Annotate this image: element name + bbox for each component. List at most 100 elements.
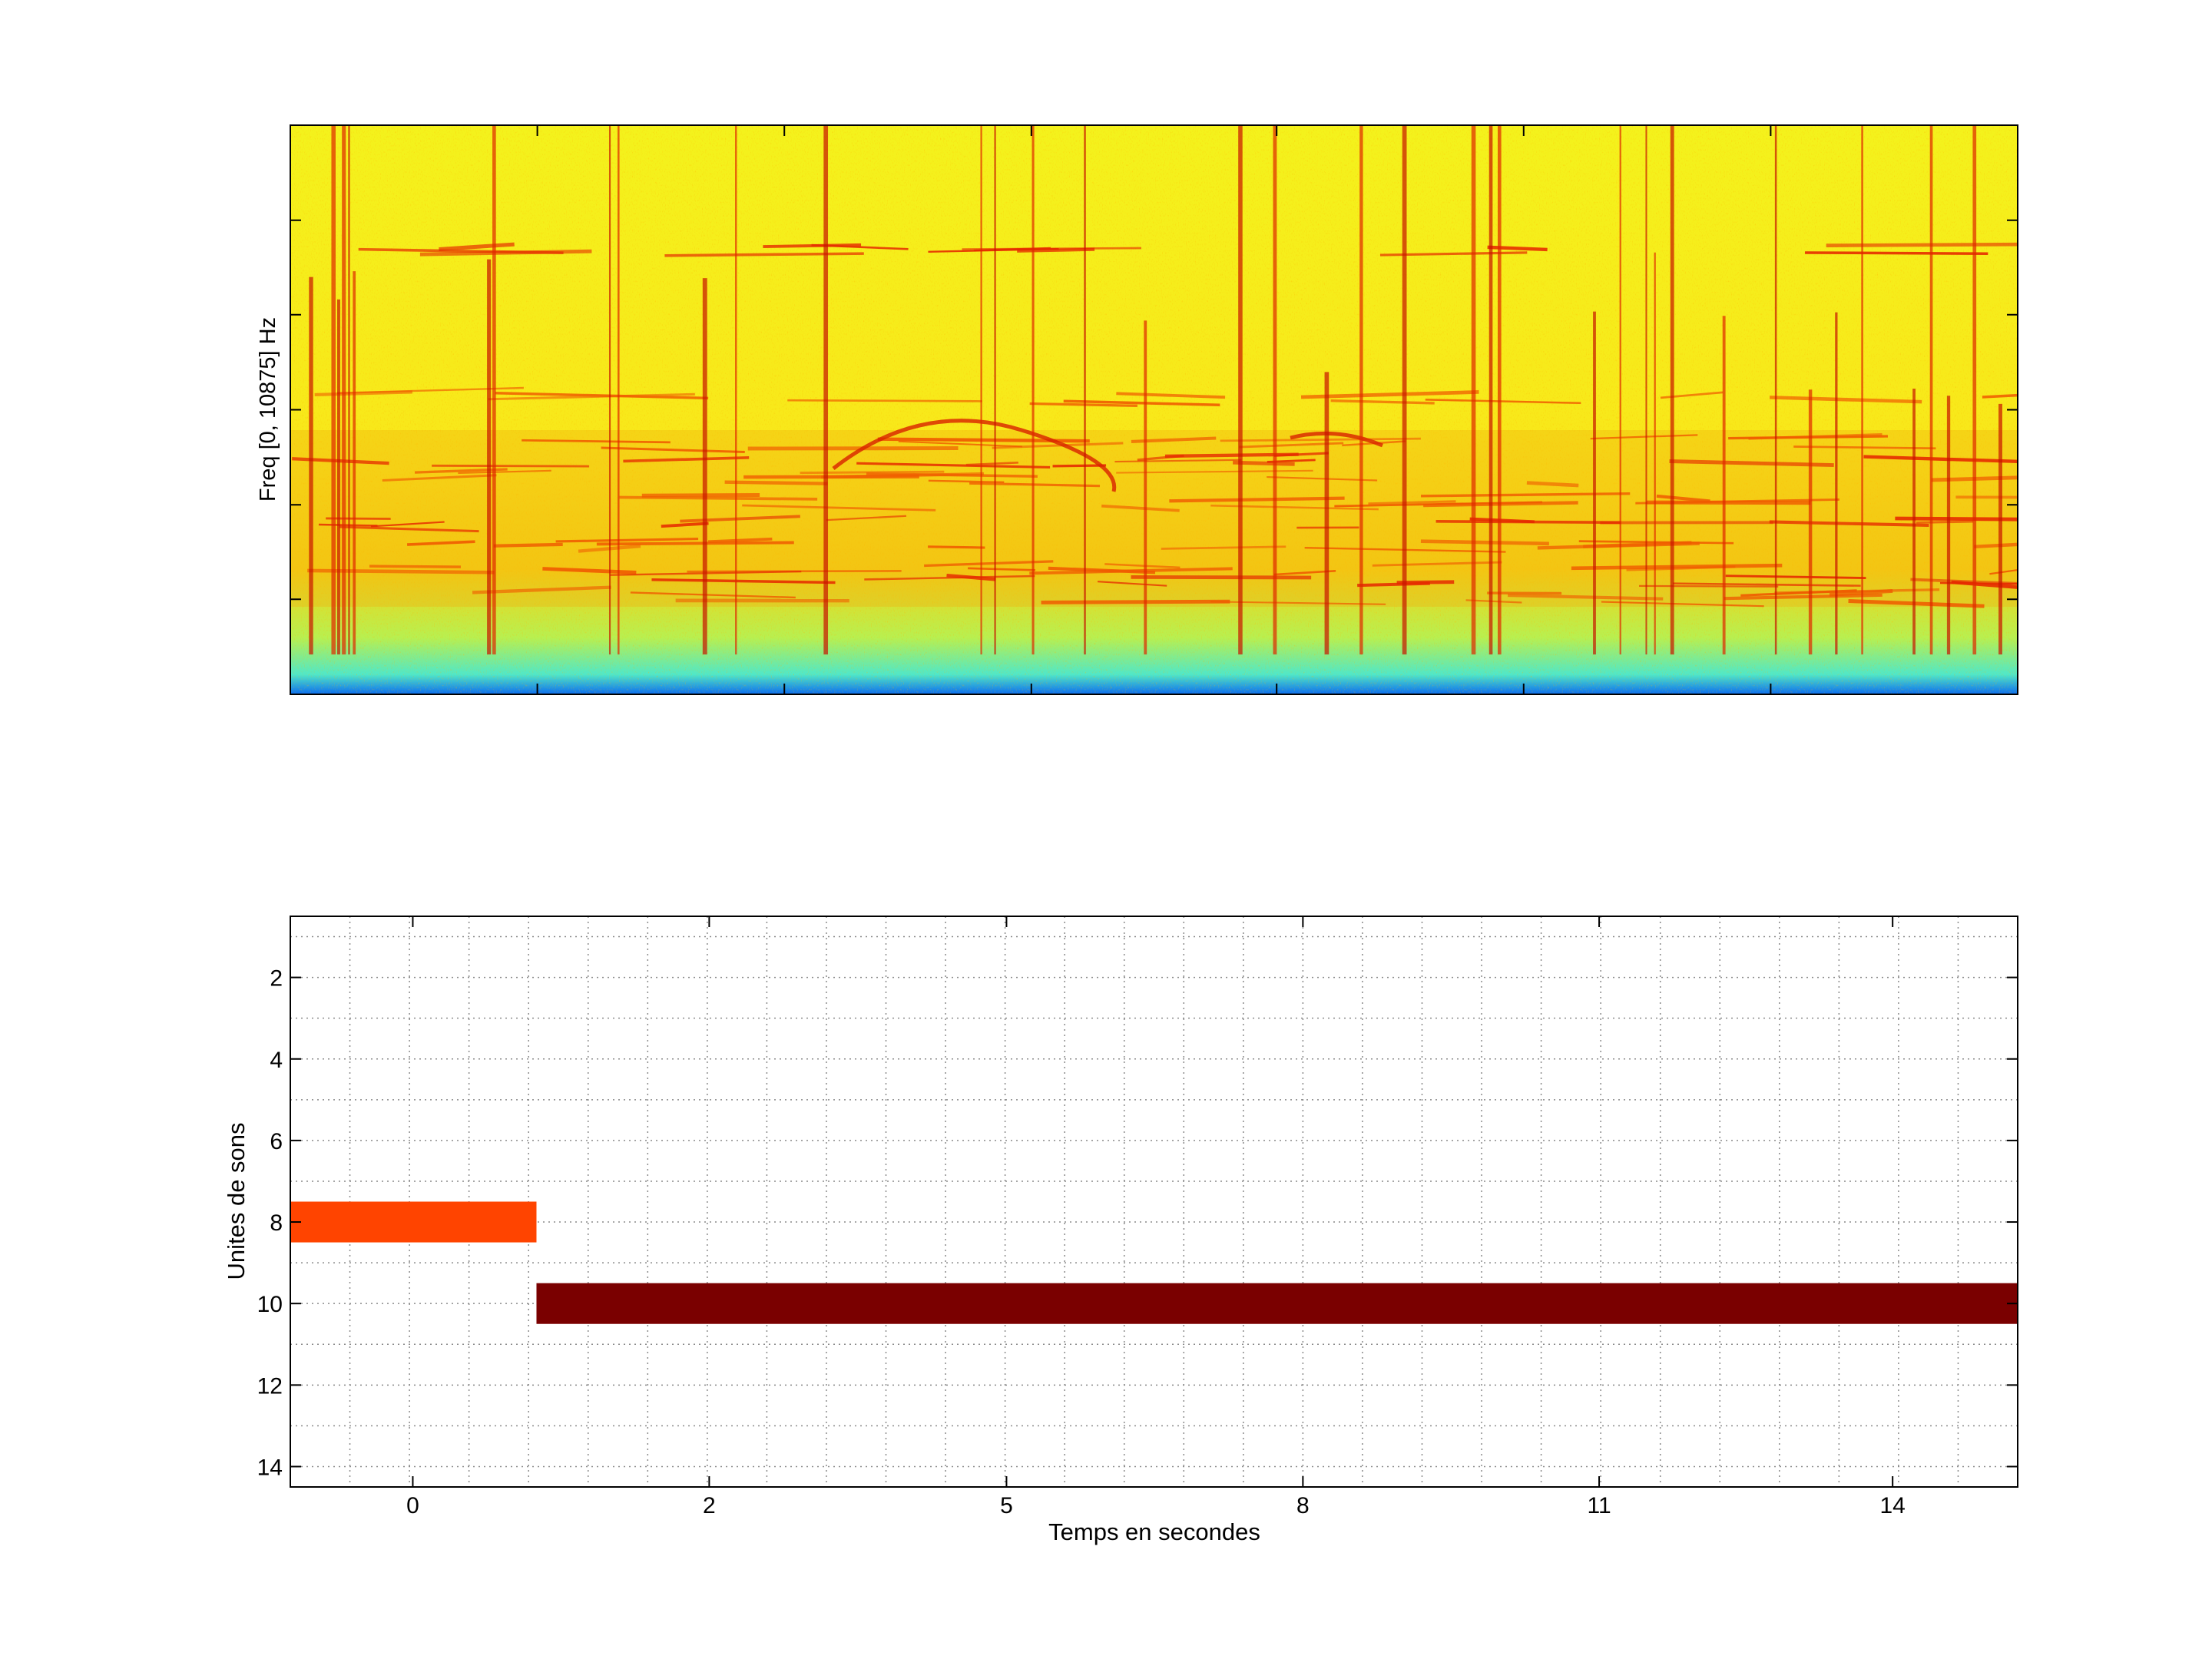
segment-y-tick-label: 2 — [270, 966, 283, 992]
spectrogram-harmonic-streak — [1372, 561, 1502, 567]
spectrogram-harmonic-streak — [596, 541, 794, 546]
spectrogram-harmonic-streak — [969, 482, 1101, 488]
spectrogram-harmonic-streak — [968, 567, 1035, 571]
spectrogram-harmonic-streak — [661, 522, 709, 528]
segment-frame — [290, 916, 2018, 1488]
spectrogram-harmonic-streak — [1578, 540, 1734, 545]
spectrogram-harmonic-streak — [1029, 567, 1233, 575]
segment-x-axis-label: Temps en secondes — [1048, 1518, 1260, 1545]
segment-tick-labels: 2 4 6 8 10 12 14 0 2 5 8 11 14 — [257, 966, 1906, 1518]
spectrogram-harmonic-streak — [1330, 399, 1435, 405]
spectrogram-harmonic-streak — [555, 538, 699, 543]
segment-x-tick-label: 8 — [1296, 1493, 1310, 1518]
spectrogram-harmonic-streak — [1895, 516, 2018, 522]
spectrogram-harmonic-streak — [370, 521, 445, 528]
spectrogram-harmonic-streak — [962, 247, 1141, 250]
spectrogram-harmonic-streak — [382, 474, 497, 482]
spectrogram-energy-marks — [292, 125, 2018, 655]
spectrogram-harmonic-streak — [1526, 481, 1579, 488]
spectrogram-harmonic-streak — [458, 469, 551, 475]
spectrogram-harmonic-streak — [1769, 396, 1922, 404]
spectrogram-harmonic-streak — [1029, 402, 1137, 407]
spectrogram-harmonic-streak — [898, 440, 1022, 448]
spectrogram-harmonic-streak — [1769, 520, 1929, 527]
segment-x-tick-label: 2 — [703, 1493, 716, 1518]
spectrogram-harmonic-streak — [651, 578, 836, 584]
spectrogram-harmonic-streak — [924, 560, 1054, 568]
segment-chart-panel: 2 4 6 8 10 12 14 0 2 5 8 11 14 Temps en secondes Uni… — [223, 916, 2018, 1545]
spectrogram-harmonic-streak — [1639, 584, 1779, 588]
spectrogram-harmonic-streak — [1131, 575, 1312, 580]
spectrogram-harmonic-streak — [826, 515, 907, 522]
spectrogram-harmonic-streak — [1161, 545, 1286, 550]
spectrogram-y-axis-label: Freq [0, 10875] Hz — [256, 317, 280, 502]
segment-x-tick-label: 5 — [1000, 1493, 1013, 1518]
spectrogram-harmonic-streak — [1724, 593, 1883, 601]
spectrogram-harmonic-streak — [1052, 464, 1107, 468]
spectrogram-harmonic-streak — [1300, 390, 1479, 399]
spectrogram-harmonic-streak — [707, 537, 773, 544]
spectrogram-harmonic-streak — [680, 515, 800, 523]
spectrogram-harmonic-streak — [406, 540, 475, 546]
spectrogram-harmonic-streak — [965, 462, 1018, 466]
spectrogram-harmonic-streak — [641, 493, 760, 498]
segment-ticks — [290, 916, 2018, 1487]
segment-y-tick-label: 4 — [270, 1048, 283, 1073]
spectrogram-harmonic-streak — [630, 591, 796, 599]
spectrogram-harmonic-streak — [619, 495, 818, 501]
spectrogram-harmonic-streak — [1974, 542, 2018, 548]
spectrogram-harmonic-streak — [787, 399, 982, 402]
spectrogram-harmonic-streak — [1357, 581, 1430, 588]
spectrogram-harmonic-streak — [1571, 563, 1783, 571]
spectrogram-harmonic-streak — [314, 390, 413, 397]
spectrogram-harmonic-streak — [1104, 563, 1181, 569]
spectrogram-harmonic-streak — [856, 462, 1051, 469]
spectrogram-formant-curve — [1290, 431, 1383, 448]
spectrogram-harmonic-streak — [1916, 520, 1974, 524]
spectrogram-harmonic-streak — [439, 242, 515, 252]
spectrogram-harmonic-streak — [742, 504, 936, 512]
spectrogram-harmonic-streak — [292, 457, 389, 465]
spectrogram-harmonic-streak — [1116, 392, 1226, 399]
spectrogram-harmonic-streak — [542, 567, 637, 575]
spectrogram-harmonic-streak — [1863, 455, 2018, 464]
spectrogram-harmonic-streak — [992, 442, 1124, 449]
spectrogram-formant-curve — [832, 419, 1117, 492]
segment-y-tick-label: 10 — [257, 1292, 283, 1317]
spectrogram-harmonic-streak — [419, 249, 592, 257]
spectrogram-harmonic-streak — [1748, 433, 1883, 440]
spectrogram-harmonic-streak — [1101, 504, 1180, 512]
segment-y-tick-label: 8 — [270, 1210, 283, 1236]
spectrogram-harmonic-streak — [522, 439, 671, 444]
segment-x-tick-label: 11 — [1587, 1493, 1611, 1518]
spectrogram-panel: Freq [0, 10875] Hz — [256, 124, 2018, 695]
spectrogram-harmonic-streak — [493, 542, 563, 548]
segment-bar-unit-10 — [536, 1283, 2018, 1324]
segment-y-tick-label: 12 — [257, 1373, 283, 1399]
spectrogram-harmonic-streak — [1656, 494, 1710, 503]
spectrogram-harmonic-streak — [1017, 247, 1095, 253]
spectrogram-harmonic-streak — [1669, 459, 1834, 468]
spectrogram-harmonic-streak — [1982, 393, 2018, 399]
spectrogram-harmonic-streak — [664, 252, 864, 257]
segment-y-tick-label: 6 — [270, 1129, 283, 1154]
segment-x-tick-label: 14 — [1879, 1493, 1905, 1518]
spectrogram-harmonic-streak — [414, 468, 508, 474]
spectrogram-harmonic-streak — [864, 575, 1035, 581]
spectrogram-harmonic-streak — [1989, 568, 2018, 575]
segment-bars — [290, 1201, 2018, 1324]
spectrogram-harmonic-streak — [1041, 599, 1230, 604]
spectrogram-harmonic-streak — [326, 517, 391, 520]
spectrogram-harmonic-streak — [432, 464, 590, 468]
spectrogram-harmonic-streak — [724, 480, 828, 485]
spectrogram-harmonic-streak — [1774, 588, 1940, 594]
segment-bar-unit-8 — [290, 1201, 537, 1243]
segment-x-tick-label: 0 — [406, 1493, 419, 1518]
segment-y-tick-label: 14 — [257, 1455, 283, 1480]
segment-plot-area — [290, 916, 2018, 1487]
spectrogram-harmonic-streak — [1590, 434, 1698, 440]
spectrogram-harmonic-streak — [1368, 500, 1456, 505]
spectrogram-harmonic-streak — [1116, 469, 1313, 474]
spectrogram-harmonic-streak — [1114, 459, 1242, 463]
